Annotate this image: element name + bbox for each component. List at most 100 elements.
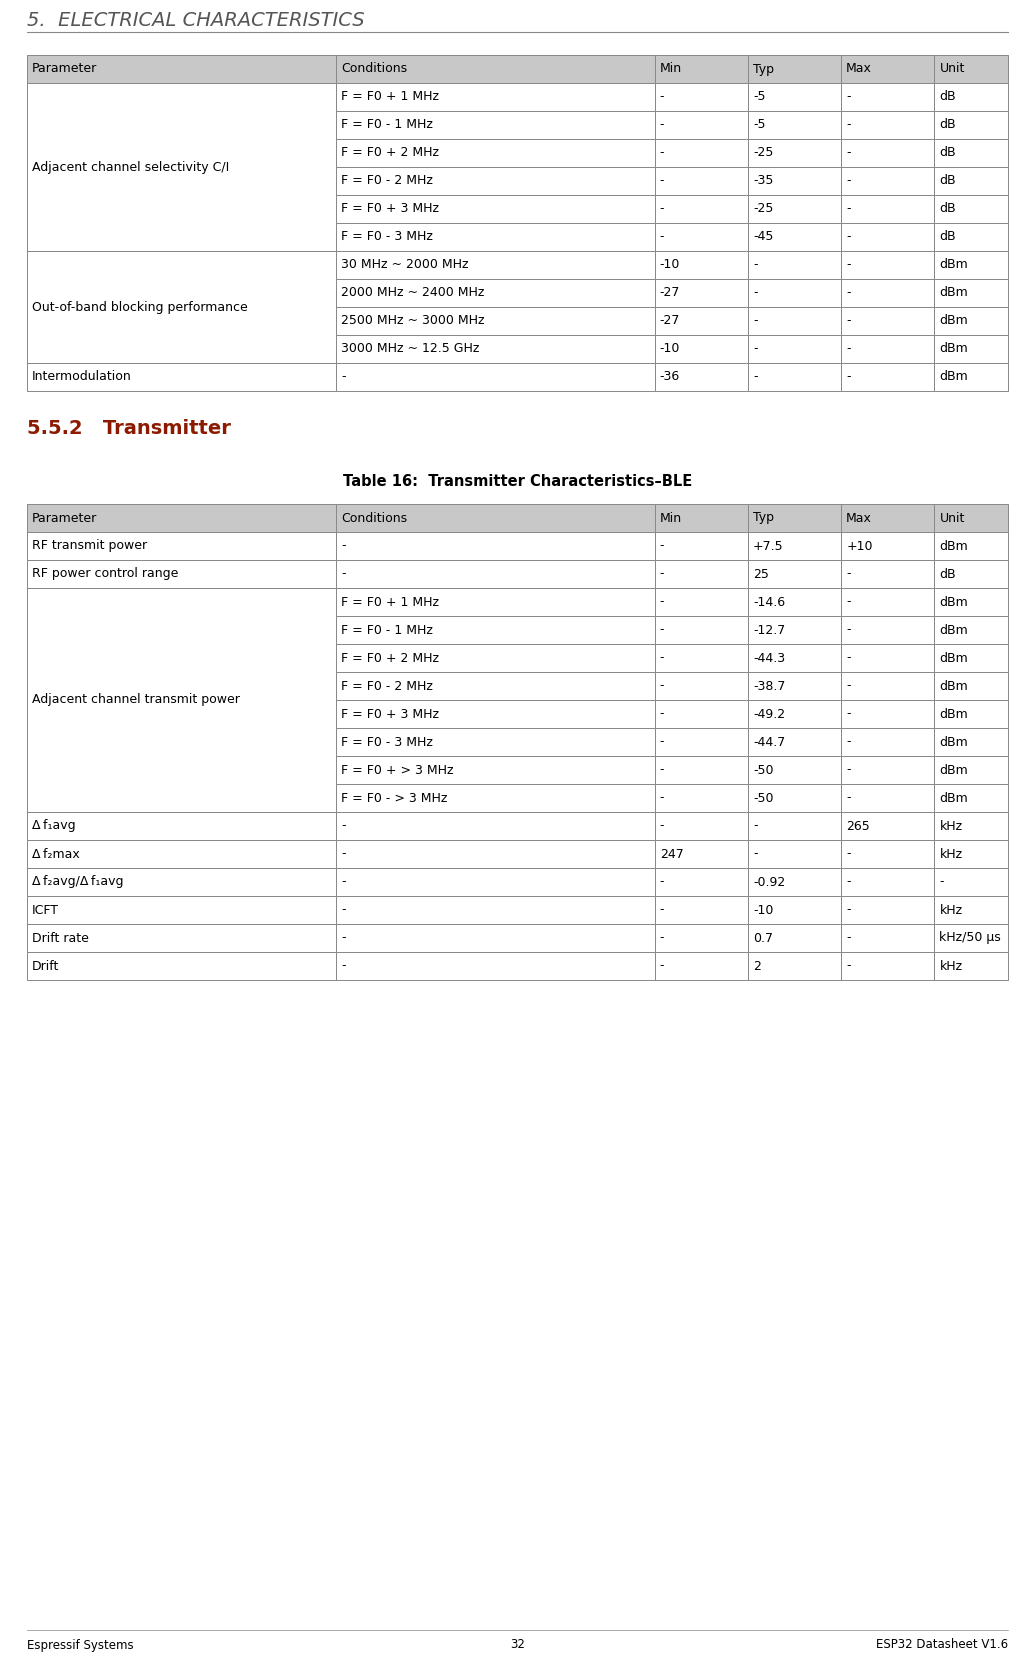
Text: -45: -45 (753, 231, 773, 244)
Bar (27, 251, 336, 363)
Text: kHz: kHz (940, 820, 963, 833)
Text: -: - (847, 931, 851, 944)
Text: -: - (660, 735, 664, 748)
Bar (935, 587, 1008, 615)
Text: -: - (847, 959, 851, 972)
Bar (336, 83, 655, 111)
Bar (655, 700, 748, 728)
Text: -: - (753, 315, 758, 327)
Text: -: - (753, 287, 758, 300)
Text: -: - (660, 876, 664, 889)
Text: -14.6: -14.6 (753, 596, 786, 609)
Bar (336, 55, 655, 83)
Text: dBm: dBm (940, 596, 968, 609)
Text: Δ f₂avg/Δ f₁avg: Δ f₂avg/Δ f₁avg (32, 876, 123, 889)
Text: Parameter: Parameter (32, 511, 97, 524)
Text: F = F0 - > 3 MHz: F = F0 - > 3 MHz (341, 791, 447, 805)
Bar (655, 111, 748, 139)
Bar (655, 868, 748, 896)
Text: F = F0 + > 3 MHz: F = F0 + > 3 MHz (341, 763, 453, 776)
Text: -: - (341, 567, 346, 581)
Bar (748, 139, 841, 168)
Text: -27: -27 (660, 315, 680, 327)
Text: -: - (341, 904, 346, 916)
Text: -: - (847, 904, 851, 916)
Bar (336, 587, 655, 615)
Text: 5.5.2   Transmitter: 5.5.2 Transmitter (27, 420, 231, 438)
Bar (748, 839, 841, 868)
Bar (336, 839, 655, 868)
Bar (336, 168, 655, 196)
Text: -: - (660, 763, 664, 776)
Text: dB: dB (940, 202, 956, 216)
Bar (336, 561, 655, 587)
Text: dBm: dBm (940, 680, 968, 692)
Text: Typ: Typ (753, 63, 774, 76)
Bar (935, 222, 1008, 251)
Bar (655, 728, 748, 757)
Bar (655, 757, 748, 785)
Bar (655, 952, 748, 980)
Text: dB: dB (940, 91, 956, 103)
Text: F = F0 - 2 MHz: F = F0 - 2 MHz (341, 174, 433, 187)
Bar (748, 700, 841, 728)
Bar (841, 587, 935, 615)
Text: F = F0 - 3 MHz: F = F0 - 3 MHz (341, 231, 433, 244)
Bar (841, 335, 935, 363)
Bar (655, 561, 748, 587)
Text: -: - (660, 202, 664, 216)
Bar (655, 139, 748, 168)
Text: -: - (660, 707, 664, 720)
Bar (655, 251, 748, 279)
Text: -: - (847, 259, 851, 272)
Bar (935, 335, 1008, 363)
Bar (655, 811, 748, 839)
Text: Min: Min (660, 63, 682, 76)
Bar (841, 757, 935, 785)
Text: -: - (847, 118, 851, 131)
Bar (655, 55, 748, 83)
Bar (841, 279, 935, 307)
Text: -10: -10 (753, 904, 773, 916)
Text: -: - (660, 904, 664, 916)
Text: -: - (660, 174, 664, 187)
Text: Drift: Drift (32, 959, 59, 972)
Text: -38.7: -38.7 (753, 680, 786, 692)
Text: -: - (847, 174, 851, 187)
Text: 2000 MHz ~ 2400 MHz: 2000 MHz ~ 2400 MHz (341, 287, 484, 300)
Bar (935, 811, 1008, 839)
Bar (748, 924, 841, 952)
Text: -: - (660, 146, 664, 159)
Bar (27, 952, 336, 980)
Bar (336, 111, 655, 139)
Bar (655, 672, 748, 700)
Bar (841, 839, 935, 868)
Bar (841, 644, 935, 672)
Text: -: - (341, 876, 346, 889)
Text: F = F0 + 3 MHz: F = F0 + 3 MHz (341, 707, 439, 720)
Bar (748, 672, 841, 700)
Bar (336, 811, 655, 839)
Bar (935, 644, 1008, 672)
Text: -: - (660, 959, 664, 972)
Bar (336, 307, 655, 335)
Text: -: - (341, 931, 346, 944)
Text: dBm: dBm (940, 763, 968, 776)
Text: -: - (753, 848, 758, 861)
Bar (655, 839, 748, 868)
Text: -: - (660, 596, 664, 609)
Text: -50: -50 (753, 763, 773, 776)
Bar (336, 672, 655, 700)
Text: Intermodulation: Intermodulation (32, 370, 131, 383)
Bar (748, 363, 841, 392)
Text: -: - (341, 959, 346, 972)
Bar (27, 561, 336, 587)
Text: kHz: kHz (940, 904, 963, 916)
Text: 25: 25 (753, 567, 769, 581)
Text: +7.5: +7.5 (753, 539, 783, 552)
Text: 3000 MHz ~ 12.5 GHz: 3000 MHz ~ 12.5 GHz (341, 342, 479, 355)
Bar (748, 757, 841, 785)
Bar (336, 504, 655, 533)
Text: -12.7: -12.7 (753, 624, 786, 637)
Bar (336, 196, 655, 222)
